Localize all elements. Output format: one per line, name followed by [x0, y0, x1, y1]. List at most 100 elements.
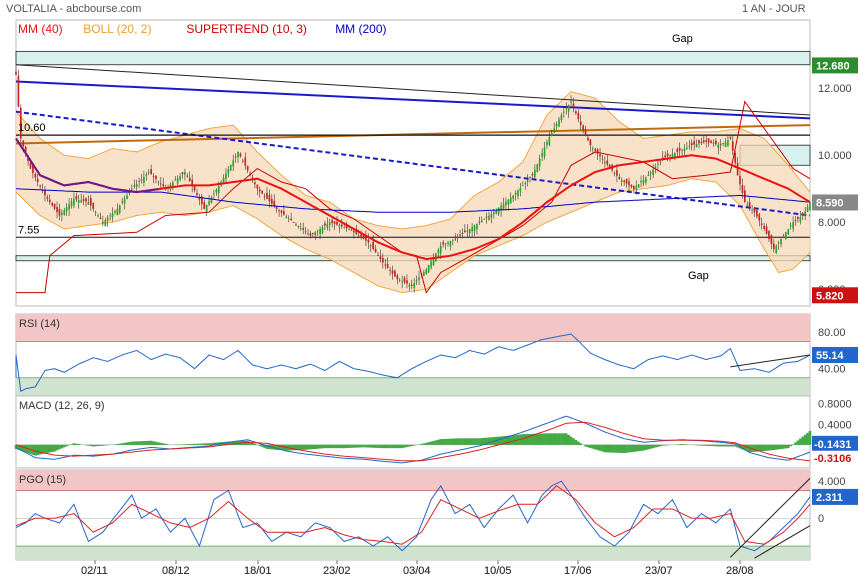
hist-bar	[215, 442, 218, 445]
candle-body	[295, 224, 297, 226]
hist-bar	[99, 444, 102, 446]
hist-bar	[593, 444, 597, 450]
hist-bar	[709, 444, 713, 447]
candle-body	[553, 128, 556, 131]
gap-zone-0	[15, 50, 811, 66]
candle-body	[466, 230, 469, 232]
hist-bar	[227, 441, 230, 445]
hist-bar	[468, 438, 472, 445]
candle-body	[32, 165, 34, 174]
tick-label: 80.00	[818, 327, 846, 339]
hist-bar	[741, 444, 744, 450]
hist-bar	[202, 443, 206, 445]
x-tick-label: 23/02	[323, 565, 351, 577]
candle-body	[596, 149, 599, 154]
hist-bar	[212, 442, 216, 445]
candle-body	[700, 141, 703, 143]
hist-bar	[130, 441, 134, 445]
candle-body	[273, 200, 276, 207]
hist-bar	[487, 437, 491, 445]
candle-body	[377, 254, 379, 256]
hist-bar	[466, 438, 469, 445]
hist-bar	[514, 434, 517, 445]
candle-body	[362, 234, 365, 239]
hist-bar	[485, 437, 488, 445]
hist-bar	[470, 438, 474, 445]
header-period: 1 AN - JOUR	[742, 3, 806, 15]
hist-bar	[767, 444, 771, 451]
candle-body	[439, 245, 442, 254]
hist-bar	[253, 443, 257, 445]
price-label-high-box	[812, 57, 858, 74]
hist-bar	[654, 444, 657, 448]
hist-bar	[562, 433, 566, 445]
candle-body	[391, 270, 394, 274]
candle-body	[17, 75, 20, 107]
price-label-last-box	[812, 194, 858, 211]
hist-bar	[388, 444, 392, 449]
hist-bar	[386, 444, 389, 449]
macd-last-label: -0.1431	[814, 439, 851, 451]
candle-body	[348, 228, 350, 230]
hist-bar	[145, 440, 148, 445]
hist-bar	[806, 432, 809, 445]
hist-bar	[603, 444, 607, 453]
hist-bar	[473, 438, 476, 445]
legend-item: SUPERTREND (10, 3)	[186, 22, 306, 36]
macd-signal-label: -0.3106	[814, 453, 851, 465]
hist-bar	[760, 444, 764, 452]
candle-body	[15, 71, 17, 75]
hist-bar	[601, 444, 604, 452]
hist-bar	[482, 437, 486, 445]
candle-body	[459, 234, 461, 236]
candle-body	[710, 140, 712, 143]
candle-body	[775, 245, 778, 254]
candle-body	[770, 235, 773, 245]
hist-bar	[656, 444, 660, 447]
hist-bar	[733, 444, 737, 447]
candle-body	[307, 233, 309, 235]
hist-bar	[396, 444, 399, 449]
candle-body	[369, 245, 372, 247]
candle-body	[799, 217, 802, 222]
hist-bar	[803, 434, 807, 445]
hist-bar	[755, 444, 759, 452]
candle-body	[89, 198, 92, 206]
hist-bar	[371, 444, 375, 448]
hist-bar	[531, 433, 534, 445]
hist-bar	[589, 444, 592, 448]
candle-body	[562, 111, 565, 113]
hist-bar	[716, 444, 720, 447]
candle-body	[285, 216, 288, 219]
candle-body	[109, 215, 111, 217]
candle-body	[229, 164, 232, 171]
hist-bar	[584, 444, 587, 447]
candle-body	[29, 162, 32, 169]
hist-bar	[70, 444, 73, 445]
candle-body	[538, 158, 541, 167]
candle-body	[155, 175, 157, 180]
black-resistance-line	[15, 64, 811, 116]
hist-bar	[251, 442, 254, 445]
hist-bar	[159, 442, 163, 445]
hist-bar	[782, 444, 785, 449]
candle-body	[126, 195, 128, 199]
candle-body	[464, 230, 466, 233]
candle-body	[302, 228, 305, 230]
tick-label: 4.000	[818, 476, 846, 488]
hist-bar	[393, 444, 397, 449]
candle-body	[140, 179, 143, 181]
hist-bar	[490, 437, 493, 445]
x-tick-label: 23/07	[645, 565, 673, 577]
candle-body	[39, 185, 41, 187]
hist-bar	[405, 444, 409, 448]
hist-bar	[205, 443, 208, 445]
hist-bar	[439, 439, 443, 445]
hist-bar	[663, 444, 667, 446]
hist-bar	[207, 443, 211, 445]
candle-body	[321, 227, 324, 233]
hist-bar	[523, 434, 527, 445]
candle-body	[135, 183, 138, 187]
candle-body	[275, 205, 278, 209]
hist-bar	[195, 443, 199, 445]
